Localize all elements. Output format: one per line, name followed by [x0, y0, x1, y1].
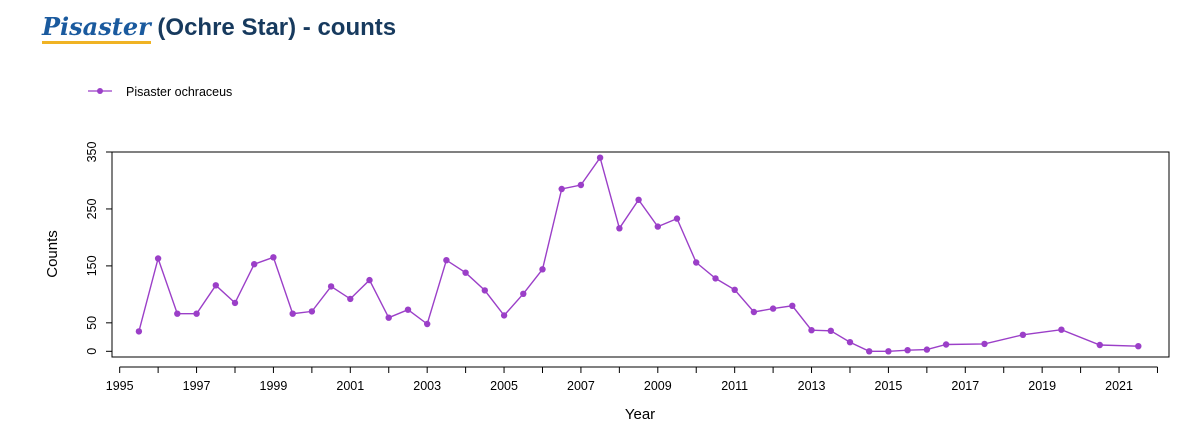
data-point	[673, 215, 681, 222]
y-tick-label: 50	[85, 316, 99, 330]
x-tick-label: 2001	[336, 379, 364, 393]
legend-entry-label: Pisaster ochraceus	[126, 85, 232, 99]
x-tick-label: 2021	[1105, 379, 1133, 393]
data-point	[596, 154, 604, 161]
data-point	[789, 302, 796, 309]
data-point	[577, 181, 585, 189]
data-point	[1096, 341, 1104, 349]
data-point	[808, 327, 815, 334]
page-title: Pisaster (Ochre Star) - counts	[42, 12, 397, 44]
data-point	[981, 340, 988, 348]
data-point	[1135, 343, 1142, 350]
data-point	[750, 308, 758, 316]
y-tick-label: 350	[85, 142, 99, 163]
x-tick-label: 2015	[875, 379, 903, 393]
y-axis: 0 50 150 250 350	[85, 142, 112, 355]
data-point	[520, 290, 527, 297]
x-tick-label: 2003	[413, 379, 441, 393]
data-point	[846, 339, 854, 346]
x-axis: 1995 1997 1999 2001 2003 2005 2007 2009 2011 2013…	[106, 366, 1158, 393]
data-point	[327, 283, 335, 290]
data-point	[404, 306, 412, 313]
data-point	[923, 346, 931, 353]
data-point	[500, 312, 508, 319]
data-point	[1058, 326, 1065, 333]
x-tick-label: 1995	[106, 379, 134, 393]
y-tick-label: 250	[85, 198, 99, 219]
x-tick-label: 2007	[567, 379, 595, 393]
data-point	[443, 257, 450, 264]
x-tick-label: 2009	[644, 379, 672, 393]
data-point	[366, 276, 373, 284]
data-point	[251, 261, 258, 268]
data-point	[212, 282, 219, 289]
chart-legend: Pisaster ochraceus	[88, 85, 232, 99]
data-point	[481, 287, 488, 294]
x-tick-label: 2005	[490, 379, 518, 393]
x-tick-label: 2019	[1028, 379, 1056, 393]
data-point	[558, 185, 565, 193]
data-point	[385, 314, 392, 321]
data-point	[654, 223, 661, 230]
data-point	[347, 295, 354, 303]
data-point	[866, 348, 873, 355]
x-tick-label: 2017	[951, 379, 979, 393]
data-point	[462, 269, 469, 276]
data-point	[693, 259, 700, 266]
data-point	[539, 266, 546, 273]
x-tick-label: 1997	[183, 379, 211, 393]
y-tick-label: 150	[85, 255, 99, 276]
data-point	[308, 308, 316, 315]
data-point	[231, 299, 239, 307]
data-point	[731, 286, 738, 293]
x-tick-label: 2013	[798, 379, 826, 393]
data-point	[424, 320, 431, 328]
data-point	[270, 254, 277, 261]
series-line	[138, 156, 1139, 352]
series-pisaster-ochraceus	[135, 154, 1142, 355]
data-point	[712, 275, 719, 282]
data-point	[154, 255, 162, 262]
y-tick-label: 0	[85, 348, 99, 355]
plot-frame	[111, 151, 1170, 358]
data-point	[1019, 331, 1027, 338]
data-point	[769, 305, 777, 312]
x-tick-label: 2011	[721, 379, 748, 393]
data-point	[174, 310, 181, 317]
data-point	[827, 327, 834, 334]
x-axis-title: Year	[625, 406, 655, 423]
legend-point-marker	[97, 88, 103, 94]
page-title-genus-link[interactable]: Pisaster	[42, 12, 151, 44]
data-point	[885, 348, 892, 355]
data-point	[942, 341, 950, 348]
data-point	[904, 347, 911, 354]
data-point	[635, 196, 642, 203]
data-point	[135, 328, 143, 335]
data-point	[193, 310, 200, 317]
data-point	[289, 310, 296, 317]
x-tick-label: 1999	[260, 379, 288, 393]
y-axis-title: Counts	[44, 230, 61, 278]
page-title-rest: (Ochre Star) - counts	[150, 14, 397, 41]
data-point	[616, 225, 623, 232]
